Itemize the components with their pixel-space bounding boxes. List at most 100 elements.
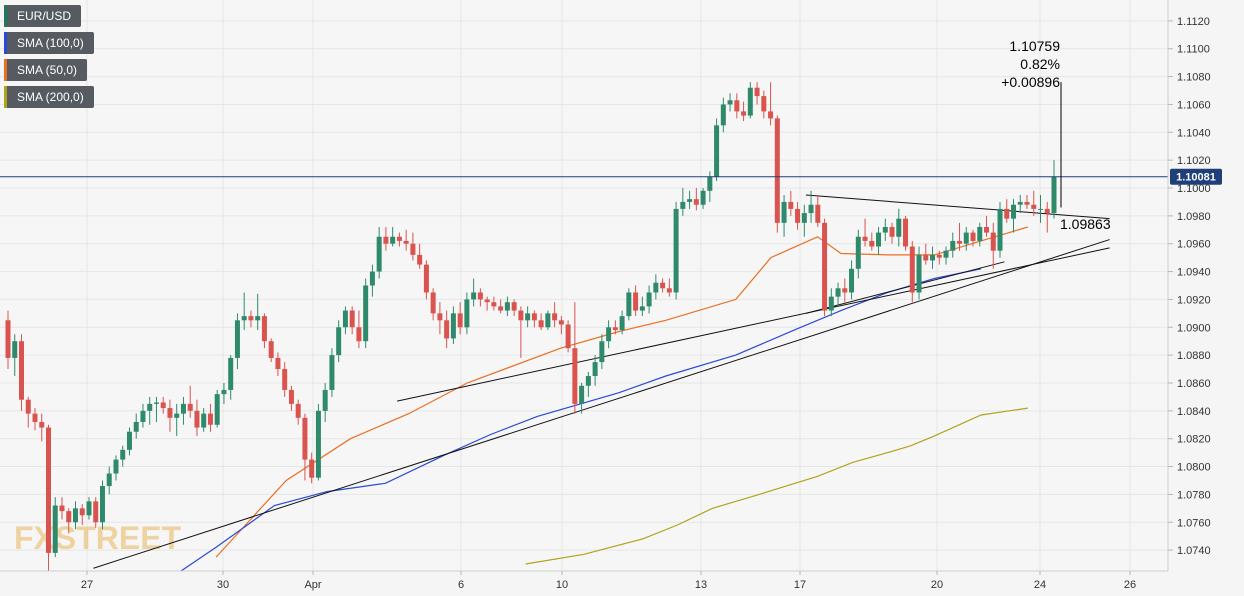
candle-body: [106, 473, 112, 487]
y-tick-label: 1.0740: [1177, 545, 1211, 557]
candle-body: [761, 96, 767, 112]
x-tick-label: 13: [695, 579, 707, 591]
candle-body: [909, 246, 915, 293]
candle-body: [660, 282, 666, 289]
candle-body: [315, 410, 321, 478]
legend-swatch: [4, 59, 7, 81]
candle-body: [970, 232, 976, 241]
candle-body: [329, 355, 335, 390]
candle-body: [504, 302, 510, 311]
candle-body: [396, 236, 402, 241]
candle-body: [201, 413, 207, 428]
x-tick-label: 6: [458, 579, 464, 591]
candle-body: [268, 341, 274, 358]
y-tick-label: 1.1000: [1177, 183, 1211, 195]
candle-body: [194, 410, 200, 428]
candle-body: [160, 402, 166, 409]
candle-body: [552, 313, 558, 321]
candle-body: [147, 403, 153, 411]
candle-body: [484, 299, 490, 303]
candle-body: [66, 511, 72, 523]
sma-100-line: [180, 268, 982, 572]
candle-body: [363, 285, 369, 342]
x-tick-label: 20: [931, 579, 943, 591]
candle-body: [579, 385, 585, 404]
candle-body: [356, 327, 362, 342]
candle-body: [471, 292, 477, 300]
plot-background: [0, 0, 1168, 571]
candle-body: [666, 288, 672, 293]
candle-body: [612, 327, 618, 331]
legend-eurusd[interactable]: EUR/USD: [4, 5, 82, 27]
y-tick-label: 1.1020: [1177, 155, 1211, 167]
candle-body: [153, 402, 159, 404]
candle-body: [727, 100, 733, 105]
legend-sma-200[interactable]: SMA (200,0): [4, 86, 94, 108]
y-tick-label: 1.0880: [1177, 350, 1211, 362]
candle-body: [477, 292, 483, 300]
candle-body: [572, 348, 578, 404]
candle-body: [936, 254, 942, 258]
candle-body: [180, 403, 186, 414]
candle-body: [990, 232, 996, 251]
candle-body: [592, 362, 598, 377]
candle-body: [855, 236, 861, 269]
candle-body: [133, 421, 139, 432]
price-annotation: 1.10759 0.82% +0.00896 1.09863: [1001, 38, 1111, 232]
current-price-tag-bg: [1170, 168, 1222, 185]
candle-body: [1031, 204, 1037, 209]
candle-body: [248, 316, 254, 321]
candle-body: [18, 341, 24, 400]
candle-body: [282, 369, 288, 390]
x-tick-label: 17: [794, 579, 806, 591]
candle-body: [673, 208, 679, 293]
y-tick-label: 1.1040: [1177, 127, 1211, 139]
y-tick-label: 1.0780: [1177, 489, 1211, 501]
candle-body: [626, 292, 632, 317]
candle-body: [322, 389, 328, 411]
candle-body: [214, 394, 220, 425]
legend-sma-50[interactable]: SMA (50,0): [4, 59, 88, 81]
candle-body: [923, 254, 929, 261]
candle-body: [444, 320, 450, 339]
y-tick-label: 1.0900: [1177, 322, 1211, 334]
candle-body: [815, 204, 821, 223]
candlesticks: [5, 82, 1057, 571]
legend-label: SMA (100,0): [17, 36, 84, 50]
candle-body: [835, 288, 841, 297]
candle-body: [1011, 204, 1017, 219]
candle-body: [997, 208, 1003, 251]
legend-label: EUR/USD: [17, 9, 72, 23]
candle-body: [700, 190, 706, 205]
trendline: [805, 194, 1110, 220]
candle-body: [788, 201, 794, 209]
candle-body: [538, 320, 544, 328]
candle-body: [302, 417, 308, 460]
annotation-change: +0.00896: [1001, 74, 1060, 90]
y-tick-label: 1.0800: [1177, 462, 1211, 474]
annotation-level: 1.09863: [1060, 216, 1111, 232]
current-price-tag-text: 1.10081: [1176, 172, 1216, 184]
candle-body: [376, 236, 382, 272]
x-tick-label: 30: [217, 579, 229, 591]
candle-body: [228, 357, 234, 390]
candle-body: [747, 87, 753, 116]
x-tick-label: 27: [81, 579, 93, 591]
candle-body: [950, 240, 956, 251]
candle-body: [639, 306, 645, 311]
candle-body: [369, 271, 375, 286]
legend-sma-100[interactable]: SMA (100,0): [4, 32, 94, 54]
candle-body: [403, 240, 409, 244]
candle-body: [1024, 201, 1030, 205]
x-tick-label: Apr: [304, 579, 321, 591]
candle-body: [342, 310, 348, 328]
candle-body: [275, 357, 281, 370]
candle-body: [234, 320, 240, 358]
candle-body: [410, 243, 416, 255]
candle-body: [606, 327, 612, 342]
x-tick-label: 10: [556, 579, 568, 591]
candle-body: [903, 218, 909, 247]
candle-body: [430, 292, 436, 314]
candle-body: [585, 376, 591, 386]
